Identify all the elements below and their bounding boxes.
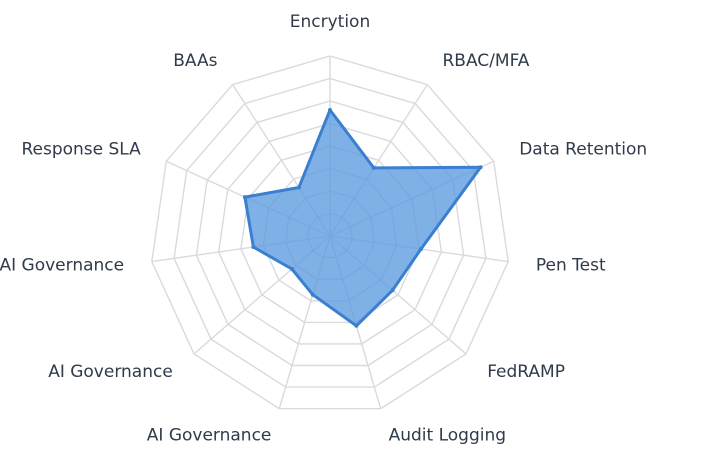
axis-label: RBAC/MFA [443,51,530,71]
data-point [390,288,395,293]
data-point [354,323,359,328]
series-area [243,108,483,328]
data-point [251,245,256,249]
axis-label: Data Retention [519,140,647,160]
data-point [310,292,315,297]
axis-label: AI Governance [48,362,173,382]
axis-label: Response SLA [21,140,141,160]
axis-label: BAAs [173,51,217,71]
data-point [418,247,423,252]
grid-ring [173,77,487,388]
radar-axis-labels: Encrytion RBAC/MFA Data Retention Pen Test F… [0,12,647,446]
data-point [296,185,301,190]
grid-ring [151,55,509,410]
radar-series-layer [242,108,483,328]
axis-label: AI Governance [0,256,124,276]
axis-label: AI Governance [147,426,272,446]
axis-label: Pen Test [536,256,606,276]
data-point [478,165,483,170]
data-point [242,195,247,200]
axis-label: FedRAMP [487,362,565,382]
axis-label: Audit Logging [389,426,506,446]
data-point [371,165,376,170]
data-point [328,108,332,112]
data-point [289,267,294,271]
axis-label: Encrytion [290,12,370,32]
